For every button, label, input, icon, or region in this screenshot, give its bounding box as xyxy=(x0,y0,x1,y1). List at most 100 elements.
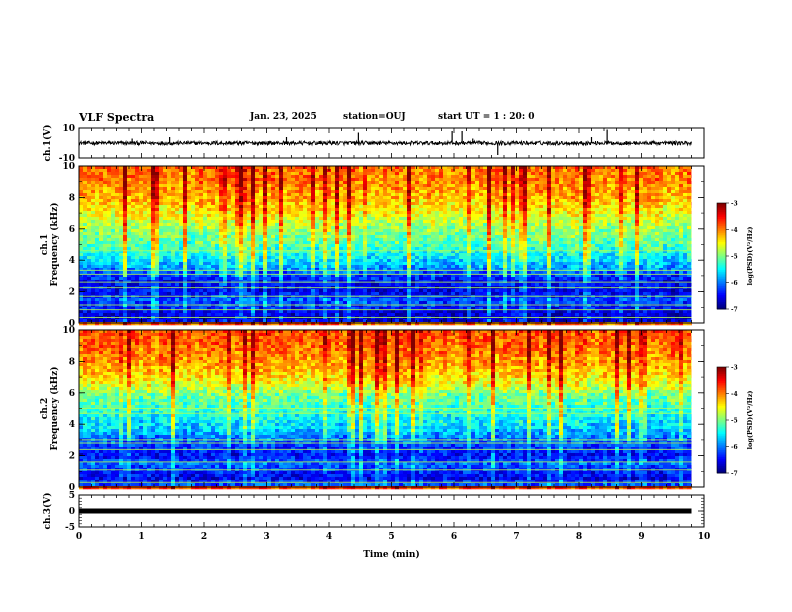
ch2-spectrogram-colorbar-step xyxy=(717,386,726,389)
x-axis-label: Time (min) xyxy=(363,549,420,560)
ch1-spectrogram-colorbar-step xyxy=(717,287,726,291)
ch3-waveform-ytick-label: -5 xyxy=(65,523,75,533)
ch1-spectrogram-colorbar-tick-label: -6 xyxy=(731,280,738,287)
ch1-spectrogram-colorbar-step xyxy=(717,301,726,305)
ch1-spectrogram-colorbar-step xyxy=(717,204,726,208)
ch1-spectrogram-colorbar-step xyxy=(717,248,726,252)
ch2-spectrogram-colorbar-step xyxy=(717,395,726,398)
ch1-spectrogram-colorbar-step xyxy=(717,278,726,282)
ch2-spectrogram-colorbar-step xyxy=(717,384,726,387)
ch1-spectrogram-colorbar-step xyxy=(717,250,726,253)
ch2-spectrogram-colorbar-step xyxy=(717,471,726,474)
ch1-spectrogram-ytick-label: 2 xyxy=(69,288,75,298)
ch1-spectrogram-colorbar-step xyxy=(717,275,726,278)
ch2-spectrogram-colorbar-step xyxy=(717,411,726,414)
ch2-spectrogram-colorbar-step xyxy=(717,437,726,440)
ch1-spectrogram-colorbar-step xyxy=(717,263,726,266)
ch1-spectrogram-colorbar-step xyxy=(717,293,726,296)
ch2-spectrogram-colorbar-step xyxy=(717,430,726,433)
x-tick-label: 6 xyxy=(451,532,457,542)
ch2-spectrogram-colorbar-step xyxy=(717,393,726,396)
station-label: station=OUJ xyxy=(343,112,406,122)
ch1-spectrogram-colorbar-step xyxy=(717,241,726,245)
ch1-spectrogram-colorbar-step xyxy=(717,217,726,220)
ch2-spectrogram-ytick-label: 10 xyxy=(62,326,75,336)
ch3-waveform-trace xyxy=(79,508,692,514)
ch1-spectrogram-colorbar-step xyxy=(717,270,726,273)
ch1-spectrogram-colorbar-step xyxy=(717,286,726,289)
ch2-spectrogram-colorbar-step xyxy=(717,434,726,437)
ch1-spectrogram-ytick-label: 4 xyxy=(69,256,75,266)
ch1-spectrogram-colorbar-step xyxy=(717,289,726,292)
ch1-spectrogram-colorbar-step xyxy=(717,280,726,283)
ch2-spectrogram-colorbar-tick-label: -6 xyxy=(731,444,738,451)
ch3-waveform-ytick-label: 5 xyxy=(69,491,75,501)
ch1-spectrogram-colorbar-step xyxy=(717,266,726,269)
ch2-spectrogram-colorbar-step xyxy=(717,412,726,416)
ch3-waveform-ylabel: ch.3(V) xyxy=(42,493,53,530)
ch1-spectrogram-colorbar xyxy=(717,203,726,310)
ch2-spectrogram-ylabel-freq: Frequency (kHz) xyxy=(49,366,60,450)
x-tick-label: 9 xyxy=(638,532,644,542)
ch2-spectrogram-colorbar-step xyxy=(717,391,726,394)
ch1-spectrogram-colorbar-step xyxy=(717,225,726,229)
ch2-spectrogram-colorbar-step xyxy=(717,398,726,402)
ch2-spectrogram-colorbar-step xyxy=(717,435,726,439)
ch1-spectrogram-colorbar-step xyxy=(717,307,726,310)
ch1-spectrogram-colorbar-step xyxy=(717,291,726,294)
ch1-spectrogram-colorbar-step xyxy=(717,229,726,232)
ch1-spectrogram-nodata xyxy=(691,166,704,323)
ch2-spectrogram-colorbar-step xyxy=(717,402,726,405)
ch2-spectrogram-nodata xyxy=(691,330,704,487)
ch2-spectrogram-ytick-label: 8 xyxy=(69,357,75,367)
ch2-spectrogram-colorbar-step xyxy=(717,382,726,386)
ch1-spectrogram-colorbar-tick-label: -4 xyxy=(731,227,738,234)
ch1-spectrogram-colorbar-step xyxy=(717,206,726,209)
ch1-spectrogram-colorbar-step xyxy=(717,247,726,250)
ch2-spectrogram-colorbar-step xyxy=(717,414,726,417)
ch1-spectrogram-colorbar-step xyxy=(717,261,726,264)
x-tick-label: 5 xyxy=(388,532,394,542)
ch1-spectrogram-colorbar-tick-label: -3 xyxy=(731,201,738,208)
ch2-spectrogram-image xyxy=(79,330,692,490)
ch1-spectrogram-image xyxy=(79,166,692,326)
figure-title: VLF Spectra xyxy=(79,111,155,124)
ch1-spectrogram-colorbar-step xyxy=(717,211,726,215)
ch1-spectrogram-colorbar-step xyxy=(717,224,726,227)
ch1-spectrogram-colorbar-step xyxy=(717,208,726,211)
ch2-spectrogram-colorbar-step xyxy=(717,457,726,460)
start-time-label: start UT = 1 : 20: 0 xyxy=(438,112,535,122)
ch1-spectrogram-colorbar-step xyxy=(717,273,726,276)
ch1-spectrogram-colorbar-step xyxy=(717,240,726,243)
ch2-spectrogram-colorbar-step xyxy=(717,400,726,403)
ch1-spectrogram-colorbar-step xyxy=(717,254,726,257)
x-tick-label: 7 xyxy=(513,532,519,542)
ch2-spectrogram-colorbar-step xyxy=(717,375,726,379)
ch1-spectrogram-colorbar-label: log(PSD)(V²/Hz) xyxy=(746,227,754,286)
ch1-spectrogram-colorbar-step xyxy=(717,268,726,271)
ch1-spectrogram-ytick-label: 8 xyxy=(69,193,75,203)
x-tick-label: 4 xyxy=(326,532,332,542)
ch1-spectrogram-colorbar-step xyxy=(717,213,726,216)
ch2-spectrogram-colorbar-step xyxy=(717,372,726,375)
ch2-spectrogram-colorbar-tick-label: -3 xyxy=(731,365,738,372)
ch2-spectrogram-ylabel-channel: ch.2 xyxy=(40,398,50,419)
ch2-spectrogram-colorbar-step xyxy=(717,388,726,391)
ch1-spectrogram-colorbar-step xyxy=(717,245,726,248)
ch2-spectrogram-colorbar-step xyxy=(717,448,726,451)
ch1-spectrogram-colorbar-step xyxy=(717,271,726,275)
ch1-spectrogram-colorbar-step xyxy=(717,234,726,238)
ch2-spectrogram-colorbar-tick-label: -5 xyxy=(731,418,738,425)
ch2-spectrogram-colorbar-step xyxy=(717,458,726,462)
x-tick-label: 3 xyxy=(263,532,269,542)
ch2-spectrogram-colorbar-step xyxy=(717,368,726,372)
ch2-spectrogram-colorbar-step xyxy=(717,404,726,407)
ch2-spectrogram-colorbar-step xyxy=(717,465,726,469)
ch1-spectrogram-colorbar-step xyxy=(717,282,726,285)
ch2-spectrogram-colorbar-step xyxy=(717,441,726,444)
ch2-spectrogram-colorbar-step xyxy=(717,442,726,446)
ch2-spectrogram-colorbar-step xyxy=(717,374,726,377)
ch1-spectrogram-colorbar-step xyxy=(717,294,726,298)
ch1-spectrogram-colorbar-step xyxy=(717,215,726,218)
